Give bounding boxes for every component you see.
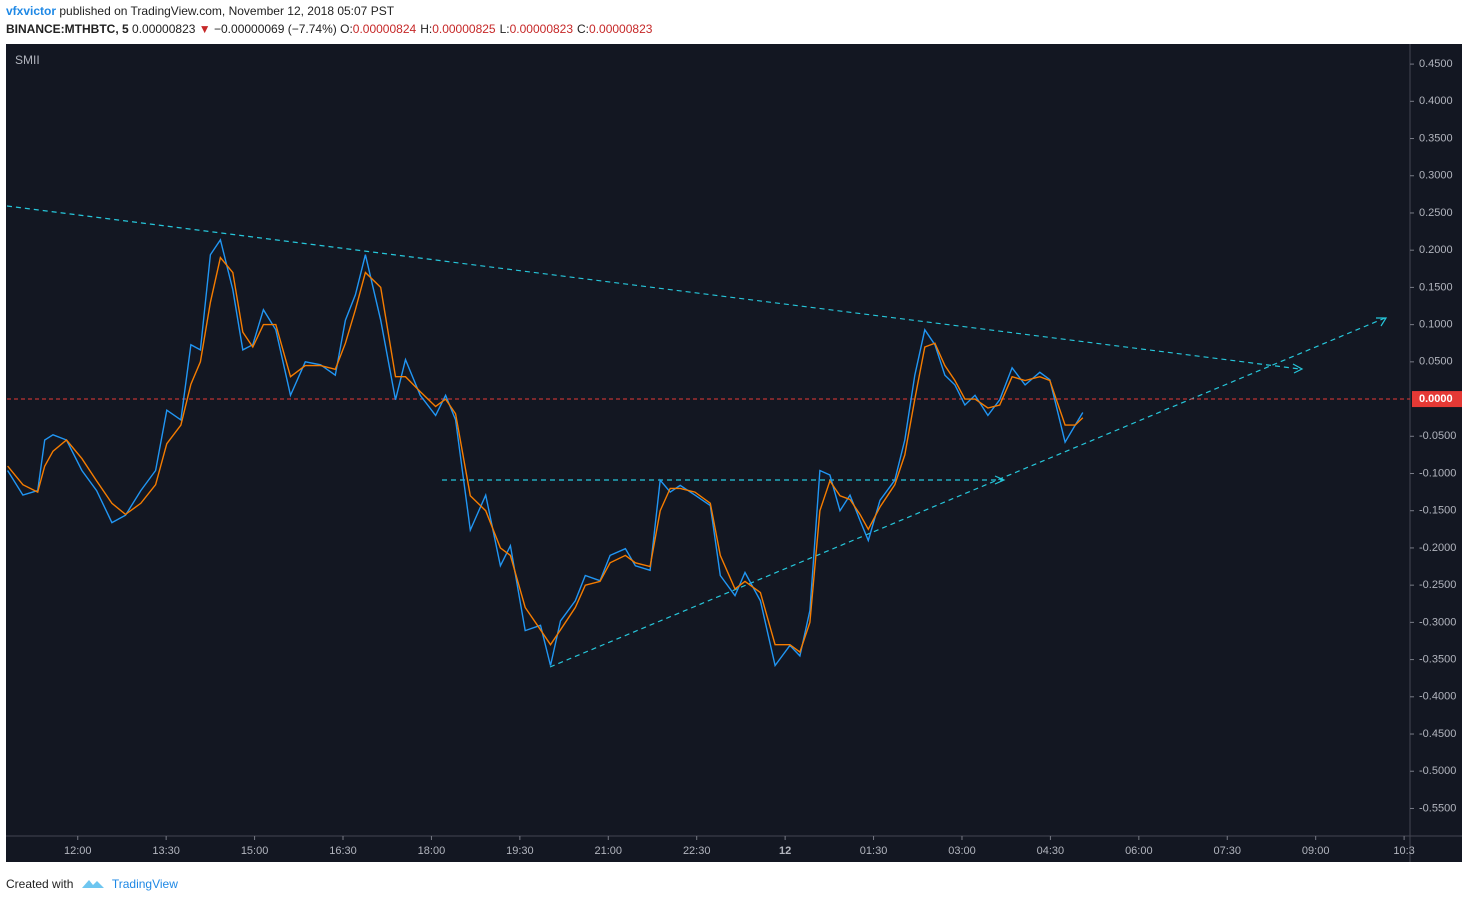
y-tick-label: 0.4500 xyxy=(1419,58,1453,70)
y-tick-label: 0.3000 xyxy=(1419,170,1453,182)
x-tick-label: 12 xyxy=(779,845,791,857)
y-tick-label: 0.0500 xyxy=(1419,356,1453,368)
y-tick-label: 0.1000 xyxy=(1419,319,1453,331)
x-tick-label: 21:00 xyxy=(595,845,623,857)
published: published on TradingView.com, November 1… xyxy=(59,4,395,18)
direction: ▼ xyxy=(198,22,211,36)
ohlc-value: 0.00000823 xyxy=(509,22,574,36)
trend-line xyxy=(549,317,1386,668)
symbol-line: BINANCE:MTHBTC, 5 0.00000823 ▼ −0.000000… xyxy=(6,22,656,36)
y-tick-label: -0.2500 xyxy=(1419,579,1456,591)
y-tick-label: -0.1500 xyxy=(1419,505,1456,517)
ohlc: O:0.00000824 H:0.00000825 L:0.00000823 C:0.… xyxy=(340,22,656,36)
indicator-label: SMII xyxy=(15,53,40,67)
y-tick-label: -0.4000 xyxy=(1419,691,1456,703)
x-tick-label: 10:3 xyxy=(1393,845,1414,857)
y-tick-label: 0.2000 xyxy=(1419,244,1453,256)
footer-created: Created with xyxy=(6,877,74,891)
ohlc-value: 0.00000823 xyxy=(589,22,653,36)
logo-shape xyxy=(81,880,104,888)
trend-lines xyxy=(6,205,1386,668)
y-tick-label: -0.5500 xyxy=(1419,802,1456,814)
x-tick-label: 12:00 xyxy=(64,845,92,857)
x-tick-label: 22:30 xyxy=(683,845,711,857)
header-line: vfxvictor published on TradingView.com, … xyxy=(6,4,394,18)
arrow-heads xyxy=(994,317,1388,485)
reference-label-bg xyxy=(1412,391,1462,408)
arrow-head xyxy=(1376,317,1388,327)
arrow-head xyxy=(1292,363,1304,374)
y-tick-label: 0.2500 xyxy=(1419,207,1453,219)
x-tick-label: 04:30 xyxy=(1037,845,1065,857)
series-line xyxy=(7,256,1084,654)
x-tick-label: 07:30 xyxy=(1213,845,1241,857)
ohlc-value: 0.00000824 xyxy=(352,22,417,36)
ohlc-value: 0.00000825 xyxy=(432,22,496,36)
x-tick-label: 09:00 xyxy=(1302,845,1330,857)
trend-line xyxy=(6,205,1301,370)
ohlc-label: O: xyxy=(340,22,353,36)
y-tick-label: -0.3000 xyxy=(1419,616,1456,628)
footer: Created with TradingView xyxy=(6,874,178,891)
symbol: BINANCE:MTHBTC, 5 xyxy=(6,22,129,36)
y-tick-label: -0.3500 xyxy=(1419,653,1456,665)
ohlc-label: C: xyxy=(577,22,590,36)
y-tick-label: 0.4000 xyxy=(1419,95,1453,107)
change: −0.00000069 (−7.74%) xyxy=(214,22,337,36)
y-tick-label: -0.5000 xyxy=(1419,765,1456,777)
x-tick-label: 06:00 xyxy=(1125,845,1153,857)
x-tick-label: 03:00 xyxy=(948,845,976,857)
y-tick-label: -0.0500 xyxy=(1419,430,1456,442)
footer-brand[interactable]: TradingView xyxy=(111,877,178,891)
arrow-head xyxy=(994,475,1006,485)
series-line xyxy=(7,238,1084,668)
x-tick-label: 16:30 xyxy=(329,845,357,857)
y-tick-label: 0.3500 xyxy=(1419,132,1453,144)
logo xyxy=(81,880,104,888)
last-price: 0.00000823 xyxy=(132,22,196,36)
y-tick-label: -0.1000 xyxy=(1419,467,1456,479)
reference-label: 0.0000 xyxy=(1419,393,1453,405)
x-tick-label: 19:30 xyxy=(506,845,534,857)
x-tick-label: 13:30 xyxy=(152,845,180,857)
y-tick-label: -0.4500 xyxy=(1419,728,1456,740)
x-tick-label: 18:00 xyxy=(418,845,446,857)
author[interactable]: vfxvictor xyxy=(6,4,57,18)
ohlc-label: L: xyxy=(499,22,510,36)
y-tick-label: -0.2000 xyxy=(1419,542,1456,554)
x-tick-label: 15:00 xyxy=(241,845,269,857)
x-tick-label: 01:30 xyxy=(860,845,888,857)
chart-background xyxy=(6,44,1462,862)
ohlc-label: H: xyxy=(420,22,433,36)
y-tick-label: 0.1500 xyxy=(1419,281,1453,293)
